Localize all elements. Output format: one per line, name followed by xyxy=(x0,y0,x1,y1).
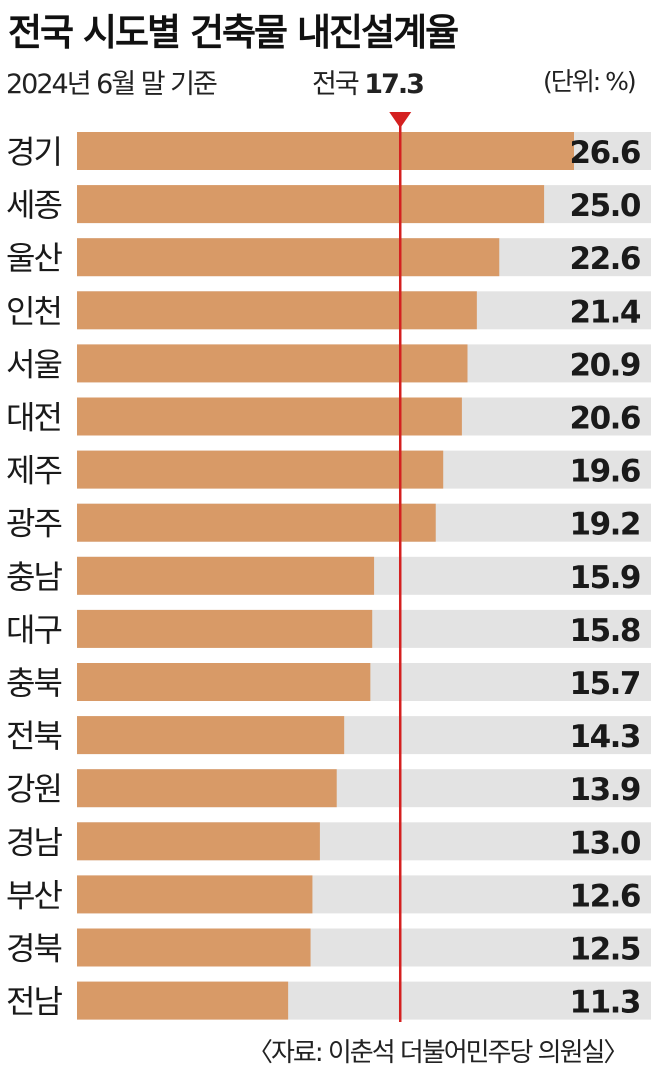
unit-label: (단위: %) xyxy=(543,67,637,96)
category-label: 부산 xyxy=(6,876,62,914)
category-label: 충북 xyxy=(6,664,61,702)
value-label: 15.8 xyxy=(570,613,641,649)
bar xyxy=(77,450,444,489)
bar xyxy=(77,716,345,755)
bar xyxy=(77,344,468,383)
chart-subtitle: 2024년 6월 말 기준 xyxy=(6,69,218,100)
category-label: 경기 xyxy=(6,133,61,171)
bar xyxy=(77,238,500,277)
value-label: 19.2 xyxy=(570,507,641,543)
category-label: 대전 xyxy=(6,399,61,437)
bar xyxy=(77,556,375,595)
category-label: 광주 xyxy=(6,505,61,543)
bar xyxy=(77,397,462,436)
bar xyxy=(77,875,313,914)
value-label: 11.3 xyxy=(570,985,641,1021)
value-label: 13.0 xyxy=(570,825,641,861)
value-label: 12.6 xyxy=(570,878,641,914)
value-label: 19.6 xyxy=(570,454,641,490)
bar xyxy=(77,769,337,808)
value-label: 14.3 xyxy=(570,719,641,755)
category-label: 인천 xyxy=(6,292,61,330)
bar xyxy=(77,928,311,967)
source-note: 〈자료: 이춘석 더불어민주당 의원실〉 xyxy=(247,1038,629,1068)
category-label: 경북 xyxy=(6,930,61,968)
bar xyxy=(77,981,289,1020)
bar xyxy=(77,132,574,170)
bar xyxy=(77,291,477,330)
category-label: 강원 xyxy=(6,770,61,808)
bar xyxy=(77,503,436,542)
chart-title: 전국 시도별 건축물 내진설계율 xyxy=(8,11,459,54)
reference-name: 전국 xyxy=(312,69,360,100)
value-label: 25.0 xyxy=(570,188,641,224)
reference-value: 17.3 xyxy=(364,69,425,100)
category-label: 경남 xyxy=(6,823,62,861)
category-label: 서울 xyxy=(6,345,61,383)
value-label: 13.9 xyxy=(570,772,641,808)
value-label: 12.5 xyxy=(570,932,641,968)
value-label: 20.6 xyxy=(570,401,641,437)
value-label: 15.7 xyxy=(570,666,641,702)
category-label: 전북 xyxy=(6,717,61,755)
bar xyxy=(77,663,371,701)
bar xyxy=(77,822,320,861)
value-label: 26.6 xyxy=(570,135,641,171)
bar xyxy=(77,609,373,648)
bar xyxy=(77,185,545,224)
value-label: 22.6 xyxy=(570,241,641,277)
value-label: 15.9 xyxy=(570,560,641,596)
reference-marker xyxy=(389,112,412,128)
category-label: 세종 xyxy=(6,186,61,224)
reference-label: 전국 17.3 xyxy=(312,62,425,101)
category-label: 제주 xyxy=(6,452,61,490)
category-label: 울산 xyxy=(6,239,62,277)
value-label: 21.4 xyxy=(570,294,641,330)
category-label: 충남 xyxy=(6,558,62,596)
category-label: 전남 xyxy=(6,983,62,1021)
value-label: 20.9 xyxy=(570,347,641,383)
category-label: 대구 xyxy=(6,611,61,649)
